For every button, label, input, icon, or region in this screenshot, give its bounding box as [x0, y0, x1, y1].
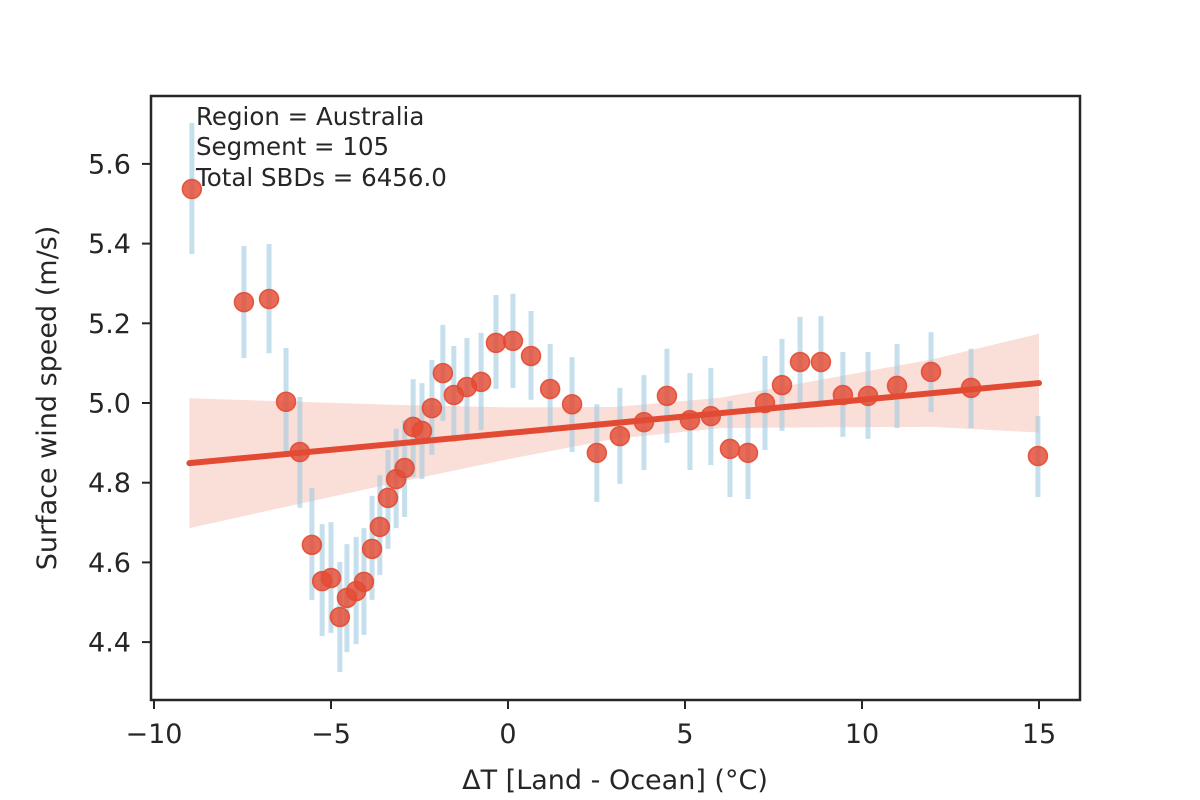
data-point [520, 345, 542, 367]
data-point [233, 291, 255, 313]
data-point [960, 377, 982, 399]
data-point [275, 391, 297, 413]
data-point [411, 420, 433, 442]
x-axis-label: ΔT [Land - Ocean] (°C) [462, 765, 768, 796]
data-point [320, 567, 342, 589]
x-tick-label: −10 [126, 719, 183, 750]
data-point [586, 442, 608, 464]
axes-frame [149, 94, 1082, 702]
data-point [1027, 445, 1049, 467]
data-point [857, 385, 879, 407]
data-point [485, 332, 507, 354]
y-tick-label: 4.8 [88, 468, 131, 499]
x-tick-label: 15 [1022, 719, 1056, 750]
fit-line [186, 380, 1042, 467]
data-point [656, 385, 678, 407]
data-point [633, 411, 655, 433]
data-point [609, 425, 631, 447]
data-point [700, 405, 722, 427]
y-axis-label: Surface wind speed (m/s) [32, 226, 63, 571]
data-point [369, 516, 391, 538]
data-point [737, 442, 759, 464]
x-tick-label: 10 [845, 719, 879, 750]
data-point [181, 178, 203, 200]
data-point [470, 371, 492, 393]
data-point [810, 351, 832, 373]
data-point [561, 393, 583, 415]
data-point [832, 384, 854, 406]
data-point [502, 330, 524, 352]
data-point [394, 457, 415, 479]
data-point [886, 375, 908, 397]
x-tick-label: 5 [676, 719, 693, 750]
x-tick-label: 0 [499, 719, 516, 750]
data-point [301, 534, 323, 556]
fit-line-layer [186, 380, 1042, 467]
y-tick-label: 5.0 [88, 389, 131, 420]
data-point [771, 374, 793, 396]
data-point [353, 571, 375, 593]
data-point [329, 606, 351, 628]
y-tick-label: 5.4 [88, 229, 131, 260]
data-point [754, 392, 776, 414]
data-point [789, 351, 811, 373]
data-point [258, 288, 280, 310]
data-point [377, 487, 399, 509]
x-axis-ticks: −10 −5 0 5 10 15 [126, 700, 1056, 750]
annotation-total-sbds: Total SBDs = 6456.0 [195, 163, 447, 192]
y-tick-label: 5.2 [88, 309, 131, 340]
annotation-segment: Segment = 105 [196, 132, 389, 161]
data-point [289, 441, 311, 463]
y-tick-label: 4.4 [88, 628, 131, 659]
y-tick-label: 4.6 [88, 548, 131, 579]
data-point [539, 378, 561, 400]
data-point [920, 361, 942, 383]
y-axis-ticks: 4.4 4.6 4.8 5.0 5.2 5.4 5.6 [88, 149, 151, 659]
data-point [719, 438, 741, 460]
marker-layer [181, 178, 1049, 628]
annotation-region: Region = Australia [196, 102, 424, 131]
x-tick-label: −5 [311, 719, 351, 750]
data-point [361, 538, 383, 560]
y-tick-label: 5.6 [88, 149, 131, 180]
data-point [679, 409, 701, 431]
data-point [421, 397, 443, 419]
data-point [432, 362, 454, 384]
